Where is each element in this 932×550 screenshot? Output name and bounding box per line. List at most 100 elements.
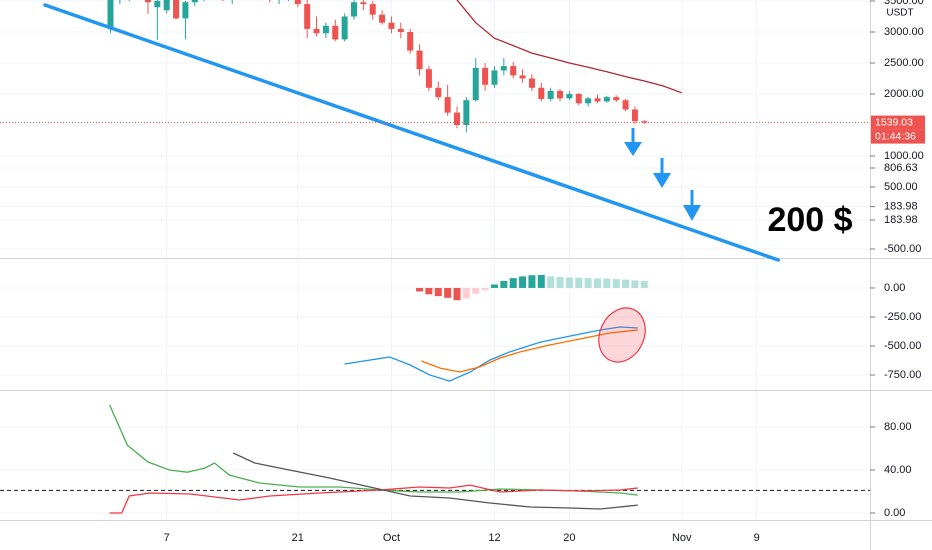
- histogram-bar: [584, 278, 592, 288]
- indicator-line: [232, 452, 638, 510]
- candle-body: [107, 0, 114, 29]
- candle-body: [454, 112, 461, 126]
- currency: USDT: [886, 8, 913, 19]
- histogram-bar: [453, 287, 461, 301]
- y-tick-label: -500.00: [884, 340, 921, 352]
- histogram-bar: [575, 277, 583, 288]
- candle-body: [510, 66, 517, 76]
- countdown: 01:44:36: [875, 130, 916, 142]
- histogram-bar: [565, 277, 573, 288]
- oscillator-pane: [0, 404, 870, 514]
- candle-body: [566, 93, 573, 99]
- y-tick-label: 1000.00: [884, 150, 924, 162]
- candle-body: [322, 25, 329, 34]
- y-tick-label: 0.00: [884, 282, 905, 294]
- arrows: [624, 128, 701, 221]
- candle-body: [341, 16, 348, 40]
- histogram-bar: [593, 278, 601, 288]
- y-tick-label: 500.00: [884, 181, 918, 193]
- histogram-bar: [528, 275, 536, 288]
- candle-body: [500, 66, 507, 71]
- candle-body: [557, 90, 564, 99]
- candle-body: [379, 14, 386, 23]
- indicator-line: [109, 404, 638, 496]
- candle-body: [435, 87, 442, 98]
- candle-body: [594, 98, 601, 102]
- x-tick-label: Oct: [383, 532, 400, 544]
- histogram-bar: [622, 279, 630, 288]
- moving-average: [456, 0, 683, 94]
- x-tick-label: Nov: [672, 532, 692, 544]
- candle-body: [444, 97, 451, 113]
- histogram-bar: [434, 287, 442, 297]
- x-tick-label: 21: [292, 532, 304, 544]
- histogram-bar: [472, 287, 480, 294]
- histogram-bar: [444, 287, 452, 298]
- candle-body: [350, 2, 357, 17]
- candle-body: [528, 78, 535, 88]
- histogram-bar: [519, 276, 527, 288]
- histogram-bar: [631, 280, 639, 288]
- candle-body: [154, 0, 161, 8]
- candle-body: [294, 0, 301, 5]
- histogram-bar: [556, 276, 564, 288]
- candle-body: [144, 0, 151, 3]
- histogram-bar: [509, 278, 517, 288]
- candle-body: [631, 109, 638, 122]
- candle-body: [585, 98, 592, 104]
- candle-body: [182, 2, 189, 19]
- candle-body: [491, 70, 498, 85]
- histogram-bar: [640, 281, 648, 288]
- arrow: [653, 158, 671, 188]
- candle-body: [613, 97, 620, 101]
- candle-body: [397, 28, 404, 32]
- histogram-bar: [425, 287, 433, 295]
- trendline: [43, 3, 780, 262]
- candle-body: [304, 4, 311, 29]
- grid: [0, 0, 870, 520]
- histogram-bar: [481, 287, 489, 291]
- candle-body: [313, 28, 320, 34]
- y-tick-label: 3500.00: [884, 0, 924, 7]
- highlight-ellipse: [598, 307, 646, 363]
- candle-body: [191, 0, 198, 3]
- histogram-bar: [547, 276, 555, 288]
- y-tick-label: 806.63: [884, 162, 918, 174]
- last-price-box: [871, 115, 925, 130]
- candle-body: [416, 50, 423, 70]
- candle-body: [538, 87, 545, 99]
- candle-body: [575, 93, 582, 104]
- histogram-bar: [500, 281, 508, 288]
- histogram-bar: [462, 287, 470, 299]
- x-tick-label: 20: [563, 532, 575, 544]
- y-tick-label: 3000.00: [884, 26, 924, 38]
- candle-body: [547, 90, 554, 99]
- candle-body: [472, 67, 479, 101]
- histogram-bar: [612, 278, 620, 288]
- candle-body: [369, 4, 376, 15]
- candle-body: [622, 100, 629, 110]
- x-tick-label: 7: [164, 532, 170, 544]
- y-tick-label: 183.98: [884, 214, 918, 226]
- y-tick-label: 0.00: [884, 507, 905, 519]
- y-tick-label: -750.00: [884, 369, 921, 381]
- candle-body: [482, 67, 489, 85]
- annotation: 200 $: [767, 201, 852, 239]
- y-tick-label: -500.00: [884, 243, 921, 255]
- y-tick-label: 2500.00: [884, 57, 924, 69]
- candle-body: [407, 31, 414, 51]
- candle-body: [360, 2, 367, 5]
- price-pane: [107, 0, 683, 133]
- histogram-bar: [416, 287, 424, 292]
- candle-body: [519, 75, 526, 79]
- last-price-label: 1539.03: [875, 116, 913, 128]
- candle-body: [463, 100, 470, 126]
- candle-body: [173, 0, 180, 19]
- indicator-line: [421, 329, 638, 373]
- y-tick-label: 80.00: [884, 421, 912, 433]
- y-tick-label: 183.98: [884, 201, 918, 213]
- countdown-box: [871, 129, 925, 144]
- candle-body: [388, 22, 395, 29]
